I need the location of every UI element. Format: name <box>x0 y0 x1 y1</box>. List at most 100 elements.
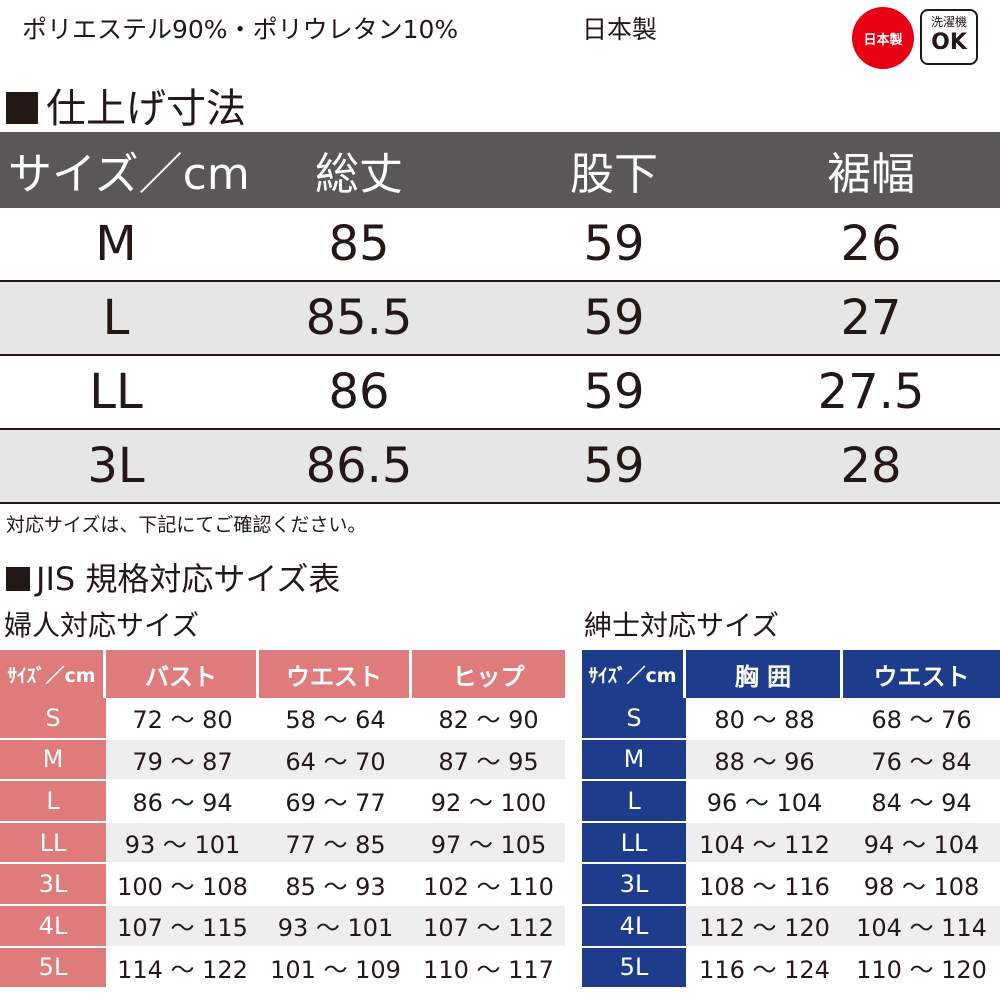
size-note: 対応サイズは、下記にてご確認ください。 <box>6 514 367 536</box>
table-row: S 72 〜 80 58 〜 64 82 〜 90 <box>0 698 565 740</box>
waist-cell: 93 〜 101 <box>259 905 412 948</box>
waist-cell: 104 〜 114 <box>843 905 1000 948</box>
hip-cell: 110 〜 117 <box>412 948 565 990</box>
women-size-table: ｻｲｽﾞ／cm バスト ウエスト ヒップ S 72 〜 80 58 〜 64 8… <box>0 650 565 990</box>
waist-cell: 76 〜 84 <box>843 739 1000 782</box>
table-row: S 80 〜 88 68 〜 76 <box>582 698 1000 740</box>
men-sizes-label: 紳士対応サイズ <box>584 609 780 642</box>
size-cell: 3L <box>87 438 145 494</box>
chest-cell: 104 〜 112 <box>686 822 843 865</box>
women-header-row: ｻｲｽﾞ／cm バスト ウエスト ヒップ <box>0 650 565 698</box>
size-cell: 4L <box>0 905 106 948</box>
inseam-cell: 59 <box>583 364 645 420</box>
table-row: 3L 86.5 59 28 <box>0 430 1000 502</box>
waist-cell: 69 〜 77 <box>259 781 412 823</box>
waist-cell: 110 〜 120 <box>843 948 1000 990</box>
row-divider <box>0 428 1000 430</box>
table-row: 3L 108 〜 116 98 〜 108 <box>582 864 1000 906</box>
bust-cell: 93 〜 101 <box>106 822 259 865</box>
size-cell: L <box>0 781 106 823</box>
waist-cell: 98 〜 108 <box>843 864 1000 906</box>
size-cell: 3L <box>582 864 686 906</box>
column-header-inseam: 股下 <box>570 149 658 200</box>
waist-cell: 85 〜 93 <box>259 864 412 906</box>
men-size-table: ｻｲｽﾞ／cm 胸 囲 ウエスト S 80 〜 88 68 〜 76 M 88 … <box>582 650 1000 990</box>
table-row: 4L 112 〜 120 104 〜 114 <box>582 905 1000 948</box>
bust-cell: 86 〜 94 <box>106 781 259 823</box>
bust-cell: 114 〜 122 <box>106 948 259 990</box>
material-composition: ポリエステル90%・ポリウレタン10% <box>22 15 459 44</box>
chest-cell: 116 〜 124 <box>686 948 843 990</box>
table-row: 5L 114 〜 122 101 〜 109 110 〜 117 <box>0 947 565 990</box>
machine-washable-badge: 洗濯機 OK <box>920 9 978 65</box>
table-row: 3L 100 〜 108 85 〜 93 102 〜 110 <box>0 864 565 906</box>
chest-cell: 80 〜 88 <box>686 698 843 740</box>
hem-width-cell: 27 <box>840 290 902 346</box>
total-length-cell: 85 <box>328 216 390 272</box>
hem-width-cell: 26 <box>840 216 902 272</box>
size-cell: L <box>582 781 686 823</box>
column-header-bust: バスト <box>106 650 259 698</box>
square-bullet-icon <box>6 567 30 591</box>
made-in-japan-badge: 日本製 <box>852 7 914 69</box>
hem-width-cell: 28 <box>840 438 902 494</box>
size-cell: M <box>95 216 137 272</box>
table-row: LL 93 〜 101 77 〜 85 97 〜 105 <box>0 822 565 865</box>
washable-ok-label: OK <box>931 30 967 55</box>
total-length-cell: 86.5 <box>305 438 413 494</box>
size-cell: L <box>102 290 130 346</box>
table-row: M 79 〜 87 64 〜 70 87 〜 95 <box>0 739 565 782</box>
finished-dimensions-title-text: 仕上げ寸法 <box>46 86 246 132</box>
inseam-cell: 59 <box>583 438 645 494</box>
men-header-row: ｻｲｽﾞ／cm 胸 囲 ウエスト <box>582 650 1000 698</box>
waist-cell: 101 〜 109 <box>259 948 412 990</box>
column-header-hem-width: 裾幅 <box>827 149 915 200</box>
women-sizes-label: 婦人対応サイズ <box>4 609 200 642</box>
waist-cell: 94 〜 104 <box>843 822 1000 865</box>
column-header-size: ｻｲｽﾞ／cm <box>0 650 106 698</box>
bust-cell: 100 〜 108 <box>106 864 259 906</box>
waist-cell: 77 〜 85 <box>259 822 412 865</box>
jis-size-chart-title-text: JIS 規格対応サイズ表 <box>36 560 341 598</box>
hip-cell: 92 〜 100 <box>412 781 565 823</box>
hip-cell: 107 〜 112 <box>412 905 565 948</box>
table-row: L 96 〜 104 84 〜 94 <box>582 781 1000 823</box>
table-row: LL 104 〜 112 94 〜 104 <box>582 822 1000 865</box>
table-row: L 86 〜 94 69 〜 77 92 〜 100 <box>0 781 565 823</box>
size-cell: LL <box>582 822 686 865</box>
jis-size-chart-title: JIS 規格対応サイズ表 <box>6 554 340 600</box>
finished-dimensions-table: サイズ／cm 総丈 股下 裾幅 M 85 59 26 L 85.5 59 27 … <box>0 132 1000 504</box>
size-cell: LL <box>0 822 106 865</box>
inseam-cell: 59 <box>583 290 645 346</box>
size-cell: LL <box>89 364 143 420</box>
hip-cell: 97 〜 105 <box>412 822 565 865</box>
size-cell: M <box>582 739 686 782</box>
hem-width-cell: 27.5 <box>817 364 925 420</box>
waist-cell: 58 〜 64 <box>259 698 412 740</box>
row-divider <box>0 502 1000 504</box>
size-cell: 4L <box>582 905 686 948</box>
column-header-size: サイズ／cm <box>8 149 250 200</box>
bust-cell: 72 〜 80 <box>106 698 259 740</box>
inseam-cell: 59 <box>583 216 645 272</box>
table-row: L 85.5 59 27 <box>0 282 1000 354</box>
column-header-waist: ウエスト <box>843 650 1000 698</box>
table-row: LL 86 59 27.5 <box>0 356 1000 428</box>
column-header-size: ｻｲｽﾞ／cm <box>582 650 686 698</box>
hip-cell: 82 〜 90 <box>412 698 565 740</box>
chest-cell: 96 〜 104 <box>686 781 843 823</box>
size-cell: M <box>0 739 106 782</box>
size-cell: 5L <box>582 947 686 990</box>
washing-machine-label: 洗濯機 <box>930 15 967 29</box>
table-row: 5L 116 〜 124 110 〜 120 <box>582 947 1000 990</box>
made-in-label: 日本製 <box>582 15 658 44</box>
table-row: 4L 107 〜 115 93 〜 101 107 〜 112 <box>0 905 565 948</box>
chest-cell: 88 〜 96 <box>686 739 843 782</box>
total-length-cell: 86 <box>328 364 390 420</box>
chest-cell: 112 〜 120 <box>686 905 843 948</box>
size-cell: S <box>0 698 106 740</box>
bust-cell: 107 〜 115 <box>106 905 259 948</box>
column-header-chest: 胸 囲 <box>686 650 843 698</box>
hip-cell: 87 〜 95 <box>412 739 565 782</box>
column-header-waist: ウエスト <box>259 650 412 698</box>
